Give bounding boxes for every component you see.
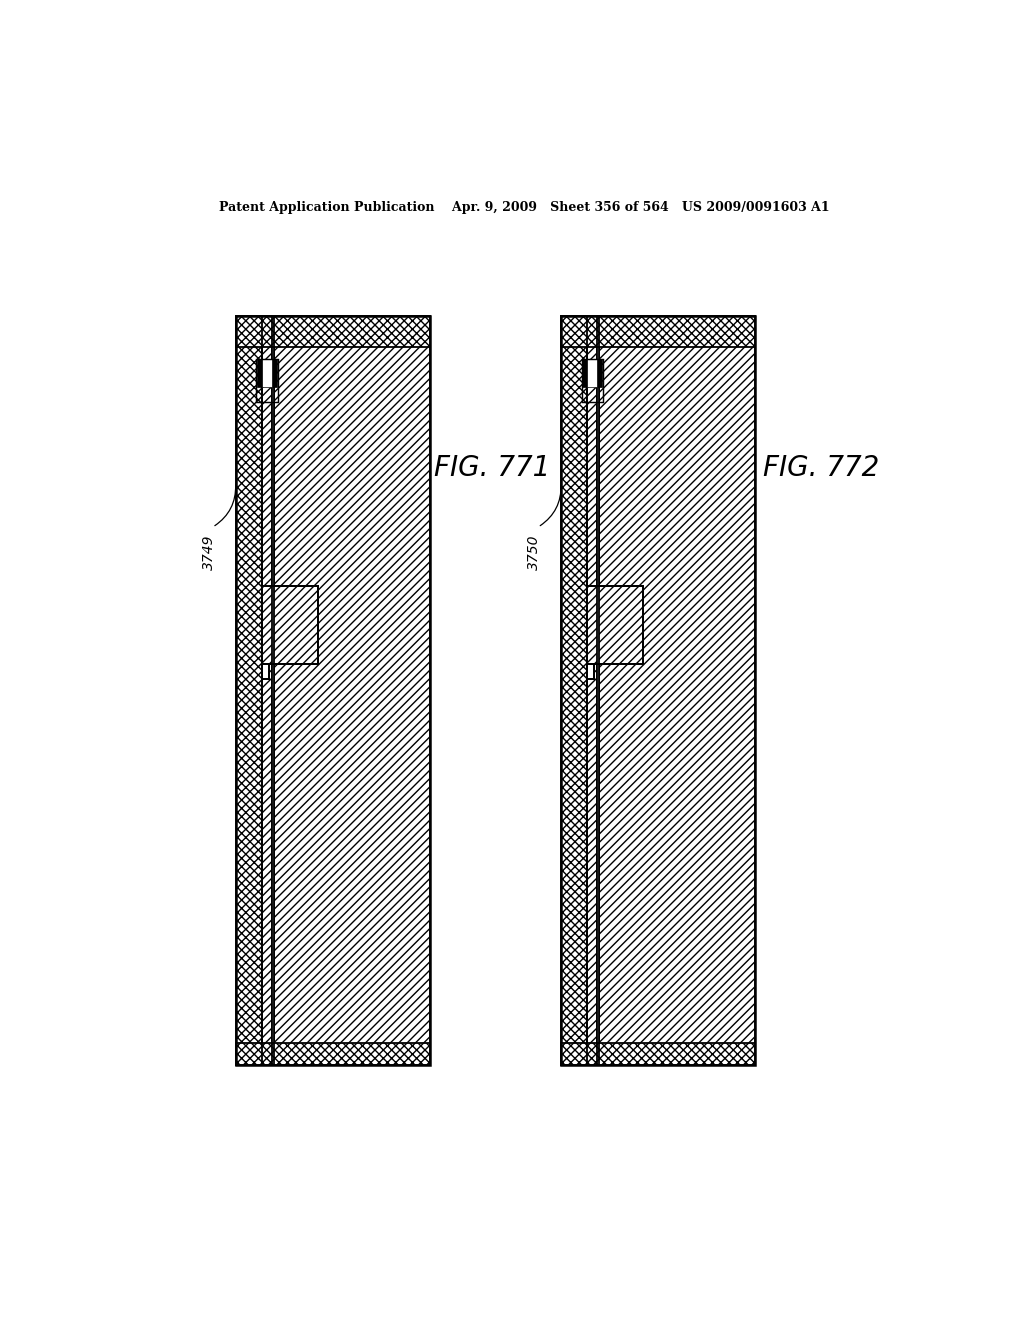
Bar: [599, 315, 756, 1065]
Bar: [561, 315, 756, 1065]
Bar: [236, 1043, 430, 1065]
Text: Patent Application Publication    Apr. 9, 2009   Sheet 356 of 564   US 2009/0091: Patent Application Publication Apr. 9, 2…: [219, 201, 830, 214]
Bar: [262, 586, 317, 664]
Bar: [236, 315, 262, 1065]
Bar: [272, 359, 276, 387]
Bar: [262, 315, 272, 1065]
Bar: [257, 359, 262, 387]
Text: 3750: 3750: [527, 535, 541, 570]
Text: 3749: 3749: [202, 535, 215, 570]
Bar: [236, 315, 430, 1065]
Bar: [587, 586, 643, 664]
Bar: [273, 315, 430, 1065]
Bar: [597, 586, 599, 664]
Bar: [583, 359, 587, 387]
Bar: [272, 586, 273, 664]
Text: FIG. 772: FIG. 772: [763, 454, 880, 482]
Bar: [272, 315, 273, 1065]
Bar: [262, 359, 272, 387]
Bar: [561, 315, 587, 1065]
Bar: [256, 359, 278, 403]
Bar: [597, 315, 599, 1065]
Bar: [561, 1043, 756, 1065]
Bar: [582, 359, 603, 403]
Bar: [236, 315, 430, 347]
Bar: [236, 315, 430, 1065]
Bar: [561, 315, 756, 347]
Bar: [561, 315, 756, 1065]
Bar: [587, 664, 594, 680]
Bar: [587, 315, 597, 1065]
Bar: [587, 359, 597, 387]
Text: FIG. 771: FIG. 771: [433, 454, 550, 482]
Bar: [262, 664, 269, 680]
Bar: [597, 359, 602, 387]
